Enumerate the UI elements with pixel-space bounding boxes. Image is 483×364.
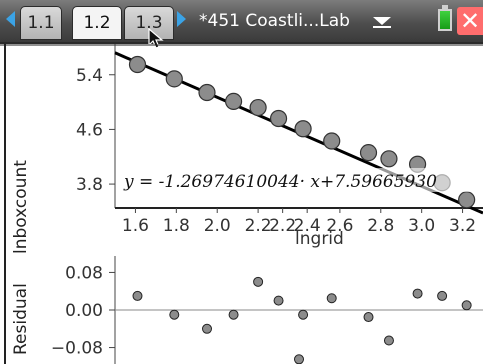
y-tick-label: 4.6 (76, 120, 103, 140)
data-point (198, 83, 216, 102)
data-point (294, 120, 312, 138)
data-point (128, 55, 147, 74)
residual-point (132, 290, 143, 301)
tab-1-2[interactable]: 1.2 (72, 6, 122, 40)
residual-point (273, 295, 284, 306)
tab-label: 1.3 (135, 13, 163, 33)
residual-point (326, 293, 337, 304)
data-point (224, 92, 243, 111)
x-tick-label: 2.6 (326, 216, 353, 236)
data-point (380, 150, 398, 168)
right-arrow-icon[interactable] (177, 11, 186, 27)
x-tick-label: 3.2 (449, 216, 476, 236)
mouse-pointer-icon (148, 28, 164, 49)
residual-y-tick-label: 0.08 (65, 263, 103, 283)
document-title[interactable]: *451 Coastli...Lab (199, 11, 350, 31)
residual-point (228, 309, 239, 320)
chevron-down-icon[interactable] (373, 17, 391, 28)
residual-point (169, 309, 180, 320)
residual-y-axis-label: Residual (11, 283, 31, 355)
residual-point (253, 276, 264, 287)
data-point (165, 70, 183, 88)
y-tick-label: 3.8 (76, 175, 103, 195)
x-tick-label: 2.4 (294, 216, 321, 236)
scatter-y-axis-label: lnboxcount (11, 160, 31, 254)
x-tick-label: 3.0 (408, 216, 435, 236)
residual-plot: 0.08 0.00 −0.08 (51, 256, 483, 364)
residual-point (412, 288, 423, 299)
graph-area[interactable]: 3.84.65.41.6 1.8 2.0 2.22.22.4 2.6 2.8 3.0 3.2l… (0, 44, 483, 364)
tab-label: 1.1 (27, 13, 55, 33)
tab-1-1[interactable]: 1.1 (20, 6, 62, 40)
regression-equation: y = -1.26974610044· x+7.59665930 (123, 172, 437, 192)
x-tick-label: 1.6 (122, 216, 149, 236)
x-tick-label: 2.2 (269, 216, 296, 236)
residual-y-tick-label: 0.00 (65, 301, 103, 321)
left-arrow-icon[interactable] (6, 11, 15, 27)
residual-point (437, 290, 448, 301)
residual-point (363, 312, 374, 323)
close-icon: ✕ (459, 7, 481, 35)
data-point (269, 109, 288, 128)
x-tick-label: 2.8 (367, 216, 394, 236)
x-axis-label: lngrid (295, 229, 344, 249)
residual-y-tick-label: −0.08 (51, 339, 103, 359)
residual-point (298, 309, 309, 320)
scatter-plot: 3.84.65.41.6 1.8 2.0 2.22.22.4 2.6 2.8 3.0 3.2l… (76, 44, 483, 249)
close-button[interactable]: ✕ (457, 7, 483, 35)
residual-point (461, 300, 472, 311)
residual-point (202, 323, 212, 334)
data-point (359, 144, 378, 162)
battery-icon (438, 5, 452, 31)
data-point (458, 191, 476, 209)
y-tick-label: 5.4 (76, 66, 103, 86)
x-tick-label: 1.8 (163, 216, 190, 236)
equation-background (119, 168, 483, 192)
x-tick-label: 2.0 (204, 216, 231, 236)
residual-point (294, 354, 304, 364)
top-tab-bar: 1.1 1.2 1.3 *451 Coastli...Lab ✕ (0, 0, 483, 44)
tab-label: 1.2 (83, 13, 111, 33)
data-point (249, 98, 267, 117)
data-point (323, 132, 341, 150)
x-tick-label: 2.2 (245, 216, 272, 236)
residual-point (383, 335, 394, 346)
